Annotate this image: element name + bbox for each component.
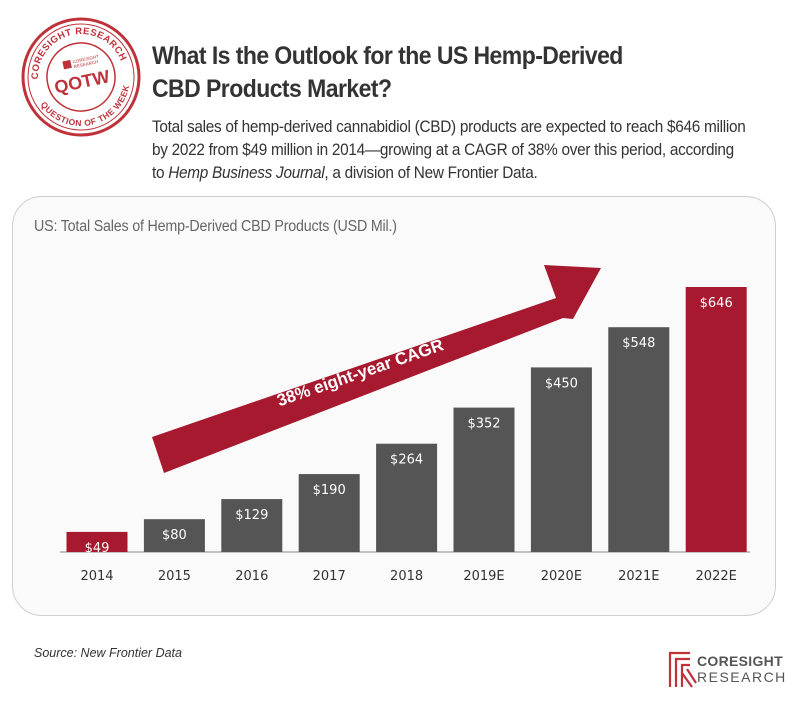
subtitle-text-2: , a division of New Frontier Data.	[324, 164, 538, 182]
coresight-logo-icon	[668, 651, 697, 688]
bar-2014	[66, 531, 128, 552]
data-label-2016: $129	[235, 508, 268, 523]
x-tick-2017: 2017	[313, 569, 346, 584]
qotw-stamp: CORESIGHT RESEARCH QUESTION OF THE WEEK …	[21, 17, 141, 137]
data-label-2014: $49	[85, 541, 110, 556]
page-title: What Is the Outlook for the US Hemp-Deri…	[152, 40, 722, 106]
data-label-2015: $80	[162, 528, 187, 543]
logo-line-1: CORESIGHT	[697, 653, 783, 669]
stamp-brand-mark	[62, 59, 72, 70]
svg-text:RESEARCH: RESEARCH	[73, 59, 99, 69]
x-tick-2022E: 2022E	[696, 569, 737, 584]
subtitle-text-1: Total sales of hemp-derived cannabidiol …	[152, 118, 746, 182]
title-line-1: What Is the Outlook for the US Hemp-Deri…	[152, 42, 623, 70]
data-label-2021E: $548	[622, 336, 655, 351]
data-label-2019E: $352	[467, 417, 500, 432]
data-label-2020E: $450	[545, 376, 578, 391]
x-tick-2019E: 2019E	[463, 569, 504, 584]
x-tick-2015: 2015	[158, 569, 191, 584]
bar-2022E	[685, 287, 747, 552]
bar-2019E	[453, 407, 515, 552]
stamp-brand-mini: CORESIGHT	[72, 54, 99, 65]
bar-2020E	[530, 367, 592, 552]
title-line-2: CBD Products Market?	[152, 75, 392, 103]
coresight-logo-text: CORESIGHT RESEARCH	[697, 653, 787, 685]
source-note: Source: New Frontier Data	[34, 646, 182, 660]
x-tick-2016: 2016	[235, 569, 268, 584]
data-label-2017: $190	[313, 483, 346, 498]
bar-2016	[221, 499, 283, 552]
page-subtitle: Total sales of hemp-derived cannabidiol …	[152, 116, 747, 185]
x-tick-2021E: 2021E	[618, 569, 659, 584]
cagr-arrow-shape	[152, 265, 601, 473]
bar-2021E	[608, 327, 670, 552]
x-tick-2018: 2018	[390, 569, 423, 584]
x-tick-2014: 2014	[80, 569, 113, 584]
bar-2018	[376, 443, 438, 552]
data-label-2018: $264	[390, 453, 423, 468]
logo-line-2: RESEARCH	[697, 669, 787, 685]
x-tick-2020E: 2020E	[541, 569, 582, 584]
subtitle-publication: Hemp Business Journal	[168, 164, 325, 182]
bar-2015	[143, 519, 205, 552]
bar-2017	[298, 474, 360, 552]
chart-title: US: Total Sales of Hemp-Derived CBD Prod…	[34, 218, 397, 235]
data-label-2022E: $646	[700, 296, 733, 311]
